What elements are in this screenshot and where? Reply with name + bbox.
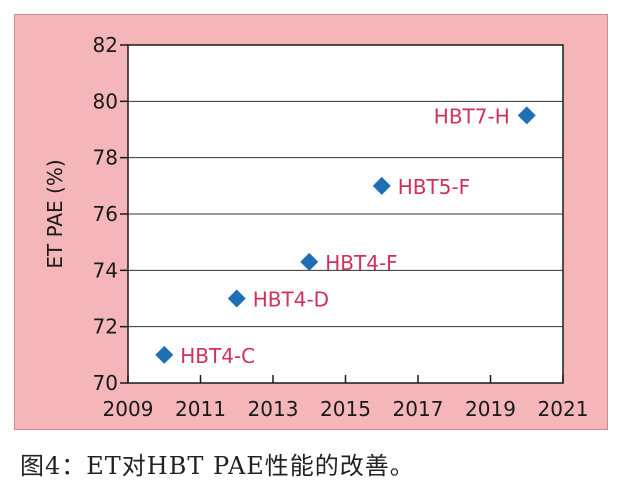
scatter-chart: 2009 2011 2013 2015 2017 2019 2021 70 72 74 76 78 8…: [43, 33, 589, 421]
y-ticks: 70 72 74 76 78 80 82: [93, 33, 128, 395]
data-points: HBT4-C HBT4-D HBT4-F HBT5-F HBT7-H: [155, 104, 536, 368]
figure-caption: 图4：ET对HBT PAE性能的改善。: [20, 452, 415, 480]
x-tick-label: 2011: [175, 397, 226, 421]
x-tick-label: 2015: [320, 397, 371, 421]
y-tick-label: 76: [93, 202, 118, 226]
data-point-label: HBT4-F: [325, 251, 397, 275]
x-tick-label: 2009: [103, 397, 154, 421]
data-point-label: HBT4-C: [180, 344, 255, 368]
y-tick-label: 78: [93, 146, 118, 170]
data-point-marker: [227, 289, 246, 308]
data-point-marker: [300, 252, 319, 271]
grid-lines: [128, 100, 563, 328]
y-tick-label: 70: [93, 371, 118, 395]
data-point-label: HBT7-H: [434, 104, 510, 128]
x-tick-label: 2013: [248, 397, 299, 421]
data-point-marker: [372, 176, 391, 195]
y-tick-label: 72: [93, 315, 118, 339]
x-tick-label: 2017: [393, 397, 444, 421]
data-point-label: HBT5-F: [398, 175, 470, 199]
y-axis-title: ET PAE (%): [43, 159, 67, 268]
y-tick-label: 82: [93, 33, 118, 57]
data-point-marker: [517, 106, 536, 125]
data-point-label: HBT4-D: [253, 288, 329, 312]
y-tick-label: 80: [93, 89, 118, 113]
x-ticks: 2009 2011 2013 2015 2017 2019 2021: [103, 375, 589, 421]
y-tick-label: 74: [93, 258, 118, 282]
data-point-marker: [155, 345, 174, 364]
x-tick-label: 2021: [538, 397, 589, 421]
x-tick-label: 2019: [465, 397, 516, 421]
